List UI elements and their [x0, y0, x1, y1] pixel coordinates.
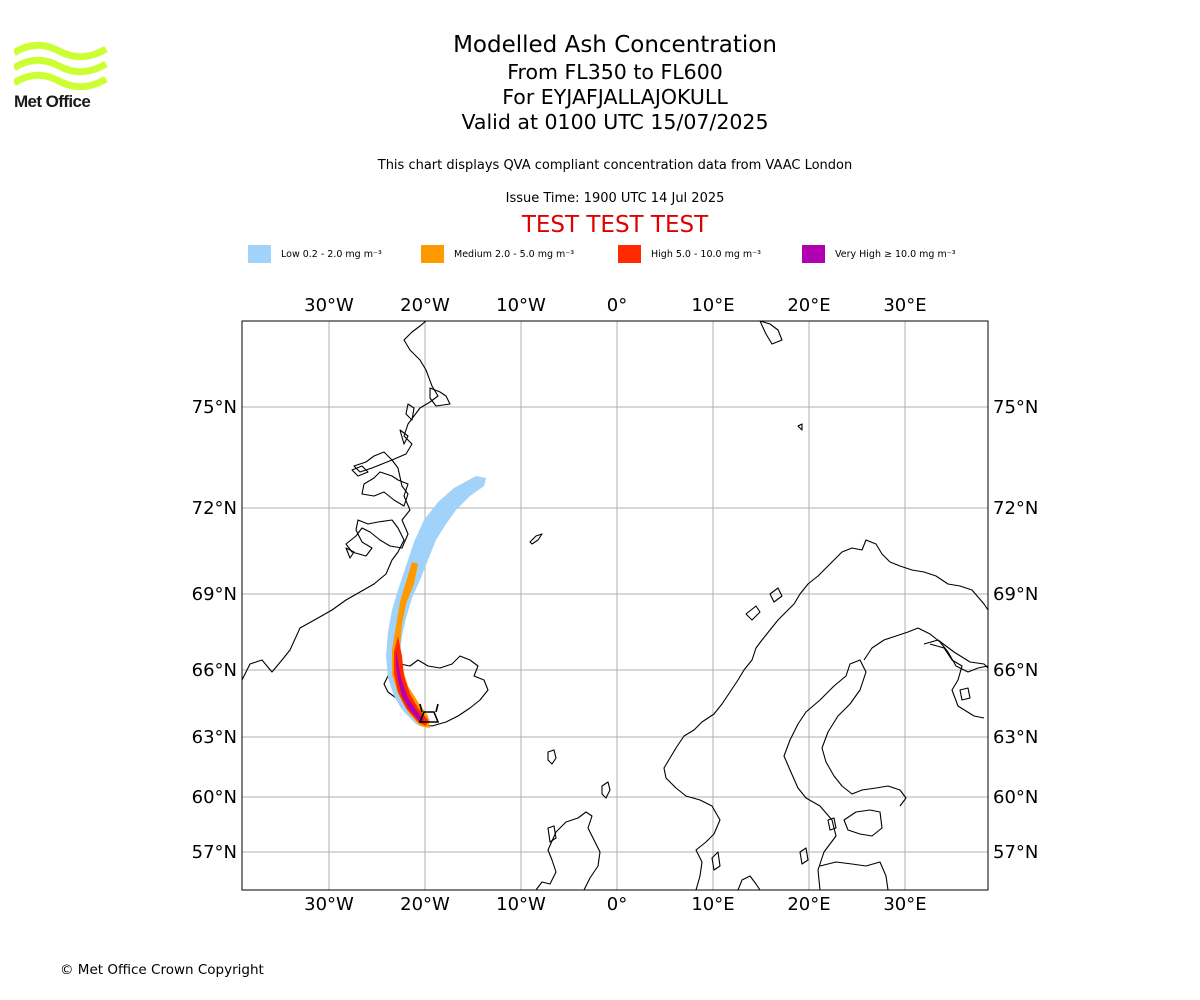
scotland-coast	[535, 811, 601, 890]
map-gridlines	[242, 321, 988, 890]
copyright-notice: © Met Office Crown Copyright	[60, 962, 264, 978]
lat-label-right: 57°N	[993, 842, 1038, 863]
legend-swatch-high	[618, 245, 641, 263]
met-office-logo	[14, 41, 108, 91]
svalbard-coast	[759, 321, 783, 345]
lon-label-bottom: 20°E	[787, 894, 830, 915]
title-line-2: From FL350 to FL600	[507, 60, 723, 84]
legend-swatch-low	[248, 245, 271, 263]
lat-label-left: 57°N	[192, 842, 237, 863]
jan-mayen-coast	[529, 533, 543, 545]
legend-label-very-high: Very High ≥ 10.0 mg m⁻³	[835, 248, 956, 260]
title-line-3: For EYJAFJALLAJOKULL	[502, 85, 728, 109]
legend-swatch-very-high	[802, 245, 825, 263]
volcano-marker-icon	[418, 703, 440, 723]
issue-time: Issue Time: 1900 UTC 14 Jul 2025	[505, 191, 725, 206]
legend-swatch-medium	[421, 245, 444, 263]
lon-label-top: 30°E	[883, 295, 926, 316]
lon-label-bottom: 0°	[607, 894, 627, 915]
lon-label-bottom: 30°E	[883, 894, 926, 915]
lat-label-left: 63°N	[192, 727, 237, 748]
lon-label-bottom: 30°W	[304, 894, 354, 915]
legend-item-high: High 5.0 - 10.0 mg m⁻³	[618, 244, 761, 264]
greenland-coast	[242, 321, 439, 681]
test-banner: TEST TEST TEST	[521, 212, 709, 238]
lat-label-left: 60°N	[192, 787, 237, 808]
scandinavia-coast	[663, 539, 988, 890]
lon-label-top: 30°W	[304, 295, 354, 316]
baltic-coast	[783, 659, 907, 890]
legend-item-very-high: Very High ≥ 10.0 mg m⁻³	[802, 244, 956, 264]
shetland-coast	[601, 781, 611, 799]
legend-item-medium: Medium 2.0 - 5.0 mg m⁻³	[421, 244, 574, 264]
lon-label-top: 20°E	[787, 295, 830, 316]
legend-item-low: Low 0.2 - 2.0 mg m⁻³	[248, 244, 382, 264]
met-office-logo-text: Met Office	[14, 92, 91, 111]
lon-label-bottom: 10°E	[691, 894, 734, 915]
lat-label-left: 69°N	[192, 584, 237, 605]
lat-label-right: 60°N	[993, 787, 1038, 808]
lat-label-right: 75°N	[993, 397, 1038, 418]
lon-label-top: 0°	[607, 295, 627, 316]
lat-label-right: 72°N	[993, 498, 1038, 519]
lat-label-right: 66°N	[993, 660, 1038, 681]
lon-label-top: 10°E	[691, 295, 734, 316]
coastlines	[242, 321, 988, 890]
lat-label-right: 63°N	[993, 727, 1038, 748]
legend-label-medium: Medium 2.0 - 5.0 mg m⁻³	[454, 248, 575, 260]
legend-label-low: Low 0.2 - 2.0 mg m⁻³	[281, 248, 382, 260]
faroe-coast	[547, 749, 557, 765]
lat-label-left: 72°N	[192, 498, 237, 519]
lon-label-bottom: 10°W	[496, 894, 546, 915]
title-line-1: Modelled Ash Concentration	[453, 32, 777, 58]
chart-title-block: Modelled Ash Concentration From FL350 to…	[240, 30, 990, 135]
lon-label-top: 20°W	[400, 295, 450, 316]
map-frame	[241, 320, 989, 891]
ash-very-high-area	[396, 650, 424, 722]
lat-label-left: 66°N	[192, 660, 237, 681]
title-line-4: Valid at 0100 UTC 15/07/2025	[461, 110, 769, 134]
lat-label-left: 75°N	[192, 397, 237, 418]
legend-label-high: High 5.0 - 10.0 mg m⁻³	[651, 248, 761, 260]
lat-label-right: 69°N	[993, 584, 1038, 605]
subtitle: This chart displays QVA compliant concen…	[377, 158, 853, 173]
lon-label-top: 10°W	[496, 295, 546, 316]
ash-plume	[386, 476, 486, 728]
lon-label-bottom: 20°W	[400, 894, 450, 915]
